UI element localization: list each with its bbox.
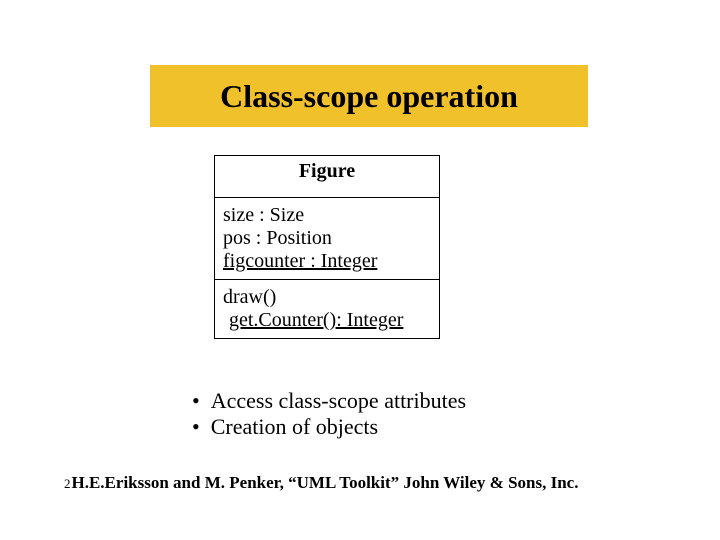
slide-title: Class-scope operation (220, 78, 518, 115)
uml-operations: draw() get.Counter(): Integer (215, 280, 439, 338)
uml-attributes: size : Size pos : Position figcounter : … (215, 198, 439, 280)
bullet-text: Access class-scope attributes (211, 388, 466, 413)
uml-operation: draw() (223, 286, 431, 309)
uml-attribute: size : Size (223, 204, 431, 227)
bullet-list: • Access class-scope attributes • Creati… (192, 388, 466, 440)
uml-class-name: Figure (215, 156, 439, 198)
footer-date-overlap: 2 (64, 476, 72, 491)
bullet-item: • Creation of objects (192, 414, 466, 440)
uml-attribute: figcounter : Integer (223, 250, 431, 273)
uml-attribute: pos : Position (223, 227, 431, 250)
bullet-item: • Access class-scope attributes (192, 388, 466, 414)
uml-operation: get.Counter(): Integer (223, 309, 431, 332)
title-box: Class-scope operation (150, 65, 588, 127)
footer-citation: 2H.E.Eriksson and M. Penker, “UML Toolki… (64, 473, 578, 493)
footer-citation-text: H.E.Eriksson and M. Penker, “UML Toolkit… (72, 473, 579, 492)
bullet-text: Creation of objects (211, 414, 378, 439)
uml-class-box: Figure size : Size pos : Position figcou… (214, 155, 440, 339)
